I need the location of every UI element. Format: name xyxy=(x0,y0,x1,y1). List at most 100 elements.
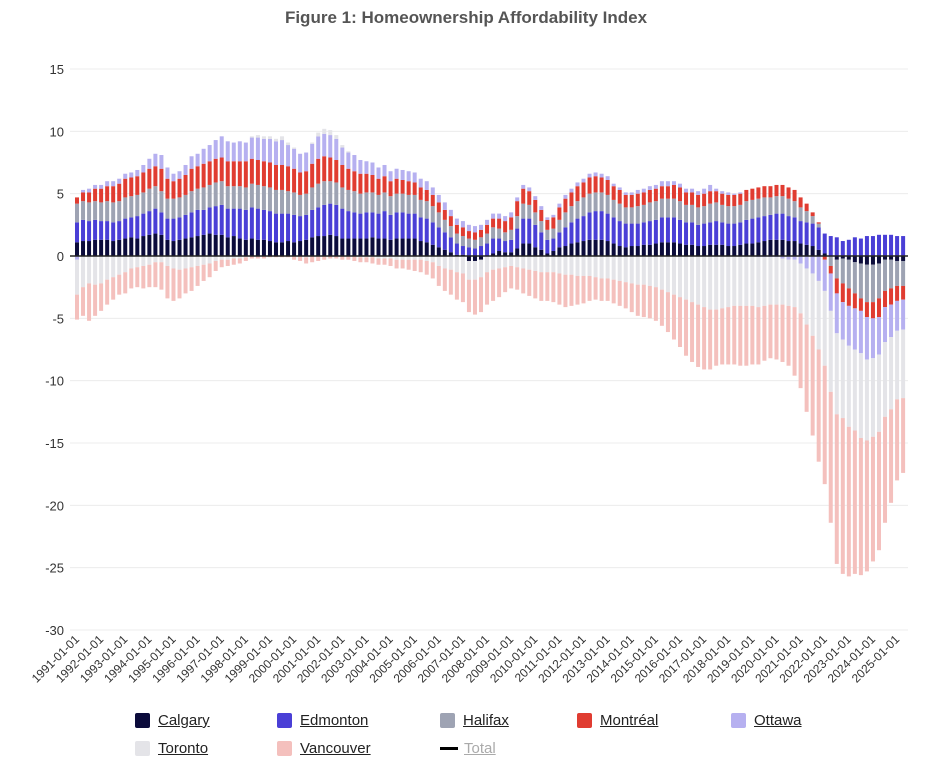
bar-toronto xyxy=(99,256,104,284)
bar-ottawa xyxy=(316,136,321,159)
bar-halifax xyxy=(575,201,580,219)
bar-calgary xyxy=(147,234,152,256)
bar-halifax xyxy=(780,196,785,214)
bar-edmonton xyxy=(587,212,592,240)
bar-vancouver xyxy=(738,305,743,366)
bar-ottawa xyxy=(901,299,906,330)
bar-ottawa xyxy=(883,307,888,343)
legend-item-total[interactable]: Total xyxy=(440,740,496,757)
bar-halifax xyxy=(213,182,218,207)
bar-halifax xyxy=(261,186,266,210)
bar-edmonton xyxy=(406,213,411,239)
bar-toronto xyxy=(671,256,676,295)
bar-edmonton xyxy=(261,209,266,240)
bar-montreal xyxy=(81,192,86,202)
bar-toronto xyxy=(261,136,266,139)
bar-edmonton xyxy=(611,217,616,244)
bar-vancouver xyxy=(665,292,670,333)
bar-halifax xyxy=(605,194,610,214)
legend-item-edmonton[interactable]: Edmonton xyxy=(277,712,368,729)
bar-ottawa xyxy=(376,167,381,179)
bar-halifax xyxy=(340,187,345,209)
y-tick-label: -25 xyxy=(45,561,64,576)
bar-ottawa xyxy=(334,138,339,161)
bar-montreal xyxy=(509,217,514,230)
bar-toronto xyxy=(521,256,526,269)
bar-vancouver xyxy=(153,262,158,288)
bar-halifax xyxy=(135,194,140,217)
bar-toronto xyxy=(328,130,333,136)
y-tick-label: 0 xyxy=(57,249,64,264)
bar-toronto xyxy=(846,345,851,427)
bar-vancouver xyxy=(460,273,465,303)
bar-toronto xyxy=(840,339,845,419)
bar-ottawa xyxy=(394,168,399,179)
bar-edmonton xyxy=(165,218,170,240)
legend-item-toronto[interactable]: Toronto xyxy=(135,740,208,757)
bar-ottawa xyxy=(280,140,285,165)
legend-item-halifax[interactable]: Halifax xyxy=(440,712,509,729)
bar-edmonton xyxy=(708,222,713,245)
bar-calgary xyxy=(901,256,906,261)
bar-montreal xyxy=(720,193,725,205)
bar-halifax xyxy=(491,227,496,239)
bar-edmonton xyxy=(684,222,689,245)
bar-calgary xyxy=(201,234,206,256)
bar-edmonton xyxy=(322,204,327,237)
bar-montreal xyxy=(738,193,743,205)
bar-vancouver xyxy=(430,262,435,279)
bar-halifax xyxy=(346,189,351,212)
bar-ottawa xyxy=(322,133,327,157)
bar-ottawa xyxy=(587,173,592,178)
bar-calgary xyxy=(243,239,248,256)
bar-ottawa xyxy=(255,137,260,161)
bar-halifax xyxy=(617,203,622,222)
bar-halifax xyxy=(159,191,164,213)
bar-edmonton xyxy=(563,227,568,247)
legend-item-ottawa[interactable]: Ottawa xyxy=(731,712,802,729)
bar-edmonton xyxy=(454,243,459,255)
bar-edmonton xyxy=(370,212,375,238)
bar-halifax xyxy=(436,212,441,228)
bar-montreal xyxy=(430,194,435,207)
bar-halifax xyxy=(153,186,158,209)
bar-halifax xyxy=(485,233,490,244)
bar-calgary xyxy=(430,244,435,256)
bar-calgary xyxy=(738,244,743,256)
bar-edmonton xyxy=(255,208,260,240)
bar-vancouver xyxy=(135,267,140,288)
bar-vancouver xyxy=(93,284,98,316)
bar-ottawa xyxy=(846,305,851,346)
bar-calgary xyxy=(671,242,676,256)
bar-montreal xyxy=(273,164,278,190)
legend-item-vancouver[interactable]: Vancouver xyxy=(277,740,371,757)
bar-toronto xyxy=(485,256,490,273)
bar-ottawa xyxy=(509,212,514,218)
bar-montreal xyxy=(599,177,604,193)
bar-calgary xyxy=(436,247,441,256)
bar-edmonton xyxy=(786,216,791,242)
bar-ottawa xyxy=(147,158,152,169)
bar-montreal xyxy=(237,161,242,187)
bar-calgary xyxy=(249,238,254,256)
bar-toronto xyxy=(768,257,773,305)
bar-montreal xyxy=(623,194,628,208)
bar-halifax xyxy=(430,206,435,223)
bar-calgary xyxy=(165,239,170,256)
bar-halifax xyxy=(183,194,188,215)
legend-item-calgary[interactable]: Calgary xyxy=(135,712,210,729)
bar-calgary xyxy=(509,252,514,256)
bar-vancouver xyxy=(346,256,351,260)
bar-halifax xyxy=(503,232,508,242)
bar-ottawa xyxy=(219,136,224,158)
bar-calgary xyxy=(659,242,664,256)
bar-vancouver xyxy=(515,267,520,290)
bar-halifax xyxy=(883,259,888,291)
bar-halifax xyxy=(225,186,230,209)
bar-ottawa xyxy=(629,192,634,195)
legend-item-montreal[interactable]: Montréal xyxy=(577,712,658,729)
bar-calgary xyxy=(400,238,405,256)
bar-edmonton xyxy=(479,246,484,256)
bar-calgary xyxy=(846,256,851,260)
bar-montreal xyxy=(786,187,791,199)
